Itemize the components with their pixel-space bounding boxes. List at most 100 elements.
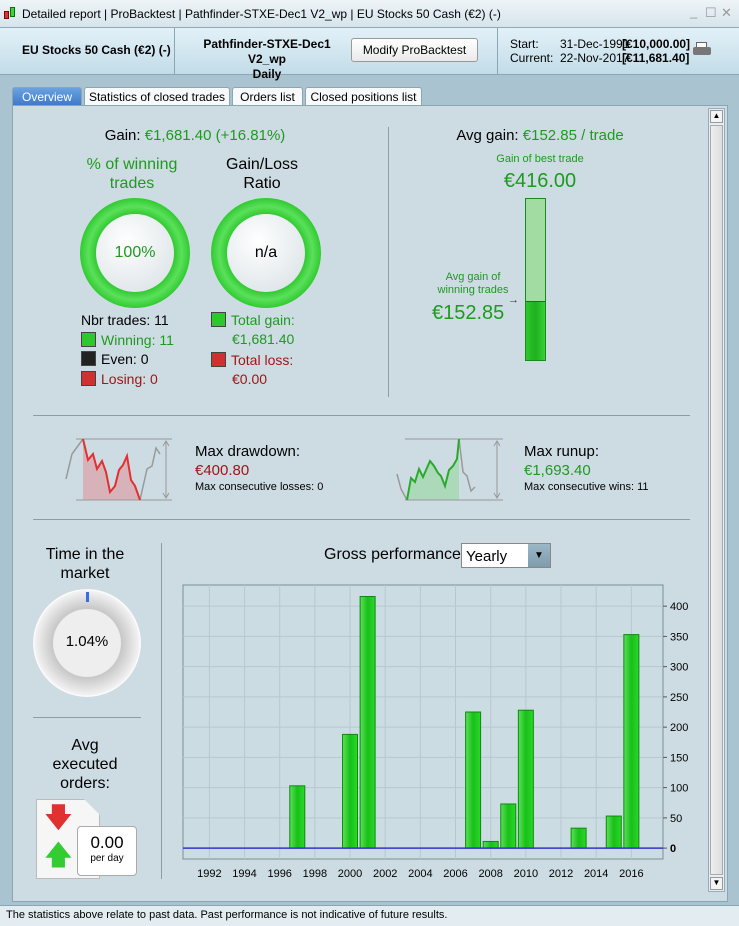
start-capital: [€10,000.00] <box>622 37 691 51</box>
report-header: EU Stocks 50 Cash (€2) (-) Pathfinder-ST… <box>0 28 739 81</box>
drawdown-chart-icon <box>65 438 172 501</box>
bar-1997 <box>289 785 306 849</box>
ratio-value: n/a <box>227 214 305 292</box>
close-button[interactable]: ✕ <box>721 5 732 20</box>
nbr-trades: Nbr trades: 11 <box>81 312 169 328</box>
avg-winning-label-2: winning trades <box>437 284 509 296</box>
bar-2008 <box>482 840 499 849</box>
app-logo-icon <box>4 7 16 21</box>
plot-area <box>182 584 664 860</box>
avg-gain-bar <box>525 198 546 361</box>
instrument-name: EU Stocks 50 Cash (€2) (-) <box>22 43 171 57</box>
losing-swatch <box>81 370 96 386</box>
chevron-down-icon[interactable]: ▼ <box>528 544 550 567</box>
total-loss-value: €0.00 <box>232 371 268 387</box>
orders-title-2: executed <box>52 756 118 773</box>
arrow-right-icon: → <box>508 294 519 306</box>
current-date: 22-Nov-2017 <box>560 51 630 65</box>
x-tick-label: 1998 <box>303 868 327 880</box>
tab-statistics-closed-trades[interactable]: Statistics of closed trades <box>84 87 230 106</box>
winning-title: % of winning <box>86 156 178 173</box>
x-tick-label: 1996 <box>267 868 291 880</box>
total-gain-label: Total gain: <box>231 312 295 328</box>
avg-winning-value: €152.85 <box>432 302 505 324</box>
x-tick-label: 2014 <box>584 868 608 880</box>
arrow-up-icon: 🡅 <box>44 839 73 870</box>
winning-count: Winning: 11 <box>101 331 174 348</box>
scroll-up-icon[interactable]: ▲ <box>710 110 723 123</box>
gross-performance-chart: 1992 1994 1996 1998 2000 2002 2004 2006 2008 2010… <box>182 584 688 880</box>
x-tick-label: 2010 <box>514 868 538 880</box>
gross-performance-label: Gross performance <box>324 546 461 563</box>
scroll-down-icon[interactable]: ▼ <box>710 877 723 890</box>
winning-title-2: trades <box>109 175 155 192</box>
max-drawdown-value: €400.80 <box>195 462 250 479</box>
max-drawdown-label: Max drawdown: <box>195 443 301 460</box>
winning-swatch <box>81 331 96 347</box>
window-title: Detailed report | ProBacktest | Pathfind… <box>22 7 501 21</box>
time-in-market-title-2: market <box>60 565 110 582</box>
y-tick-label: 200 <box>670 722 688 734</box>
tab-overview[interactable]: Overview <box>12 87 82 106</box>
modify-probacktest-button[interactable]: Modify ProBacktest <box>351 38 478 62</box>
x-tick-label: 2006 <box>443 868 467 880</box>
start-date: 31-Dec-1991 <box>560 37 630 51</box>
losing-count: Losing: 0 <box>101 370 158 387</box>
orders-title: Avg <box>71 737 99 754</box>
avg-winning-label: Avg gain of <box>445 271 501 283</box>
bar-2016 <box>623 634 640 849</box>
x-tick-label: 2008 <box>478 868 502 880</box>
max-runup-label: Max runup: <box>524 443 600 460</box>
max-consecutive-losses: Max consecutive losses: 0 <box>195 481 324 493</box>
timeframe: Daily <box>252 67 282 81</box>
ratio-donut: n/a <box>211 198 321 308</box>
y-tick-label: 150 <box>670 752 688 764</box>
tab-orders-list[interactable]: Orders list <box>232 87 303 106</box>
ratio-title-2: Ratio <box>243 175 281 192</box>
status-bar: The statistics above relate to past data… <box>0 905 739 926</box>
winning-donut: 100% <box>80 198 190 308</box>
bar-2001 <box>359 595 376 849</box>
period-select[interactable]: Yearly ▼ <box>461 543 551 568</box>
scroll-thumb[interactable] <box>710 125 723 875</box>
x-tick-label: 2000 <box>338 868 362 880</box>
gain-label: Gain: <box>104 127 141 144</box>
max-runup-value: €1,693.40 <box>524 462 591 479</box>
print-icon[interactable] <box>693 42 711 58</box>
bar-2015 <box>605 815 622 849</box>
even-swatch <box>81 351 96 366</box>
start-label: Start: <box>510 37 539 51</box>
maximize-button[interactable]: ☐ <box>705 5 717 20</box>
gain-summary: Gain: €1,681.40 (+16.81%) <box>0 127 390 144</box>
x-tick-label: 1994 <box>232 868 256 880</box>
y-tick-label: 250 <box>670 692 688 704</box>
x-tick-label: 2012 <box>549 868 573 880</box>
total-loss-swatch <box>211 352 226 367</box>
avg-gain-value: €152.85 / trade <box>522 127 624 144</box>
total-loss-label: Total loss: <box>231 352 294 368</box>
avg-gain-label: Avg gain: <box>456 127 519 144</box>
arrow-down-icon: 🡇 <box>44 802 73 833</box>
x-tick-label: 2016 <box>619 868 643 880</box>
total-gain-swatch <box>211 312 226 327</box>
time-in-market-gauge: 1.04% <box>33 589 141 697</box>
tab-closed-positions-list[interactable]: Closed positions list <box>305 87 422 106</box>
title-bar: Detailed report | ProBacktest | Pathfind… <box>0 0 739 28</box>
ratio-title: Gain/Loss <box>225 156 299 173</box>
best-trade-label: Gain of best trade <box>496 153 584 165</box>
even-count: Even: 0 <box>101 351 149 367</box>
y-tick-label: 350 <box>670 631 688 643</box>
bar-2009 <box>500 803 517 849</box>
minimize-button[interactable]: _ <box>690 4 698 19</box>
x-tick-label: 2004 <box>408 868 432 880</box>
orders-per-day-unit: per day <box>90 853 124 864</box>
orders-per-day-value: 0.00 <box>90 833 124 852</box>
gain-value: €1,681.40 (+16.81%) <box>144 127 286 144</box>
best-trade-value: €416.00 <box>503 170 577 192</box>
bar-2000 <box>342 733 359 849</box>
current-label: Current: <box>510 51 554 65</box>
vertical-scrollbar[interactable]: ▲ ▼ <box>708 108 725 892</box>
orders-title-3: orders: <box>60 775 110 792</box>
y-tick-label: 50 <box>670 813 682 825</box>
bar-2007 <box>465 711 482 849</box>
